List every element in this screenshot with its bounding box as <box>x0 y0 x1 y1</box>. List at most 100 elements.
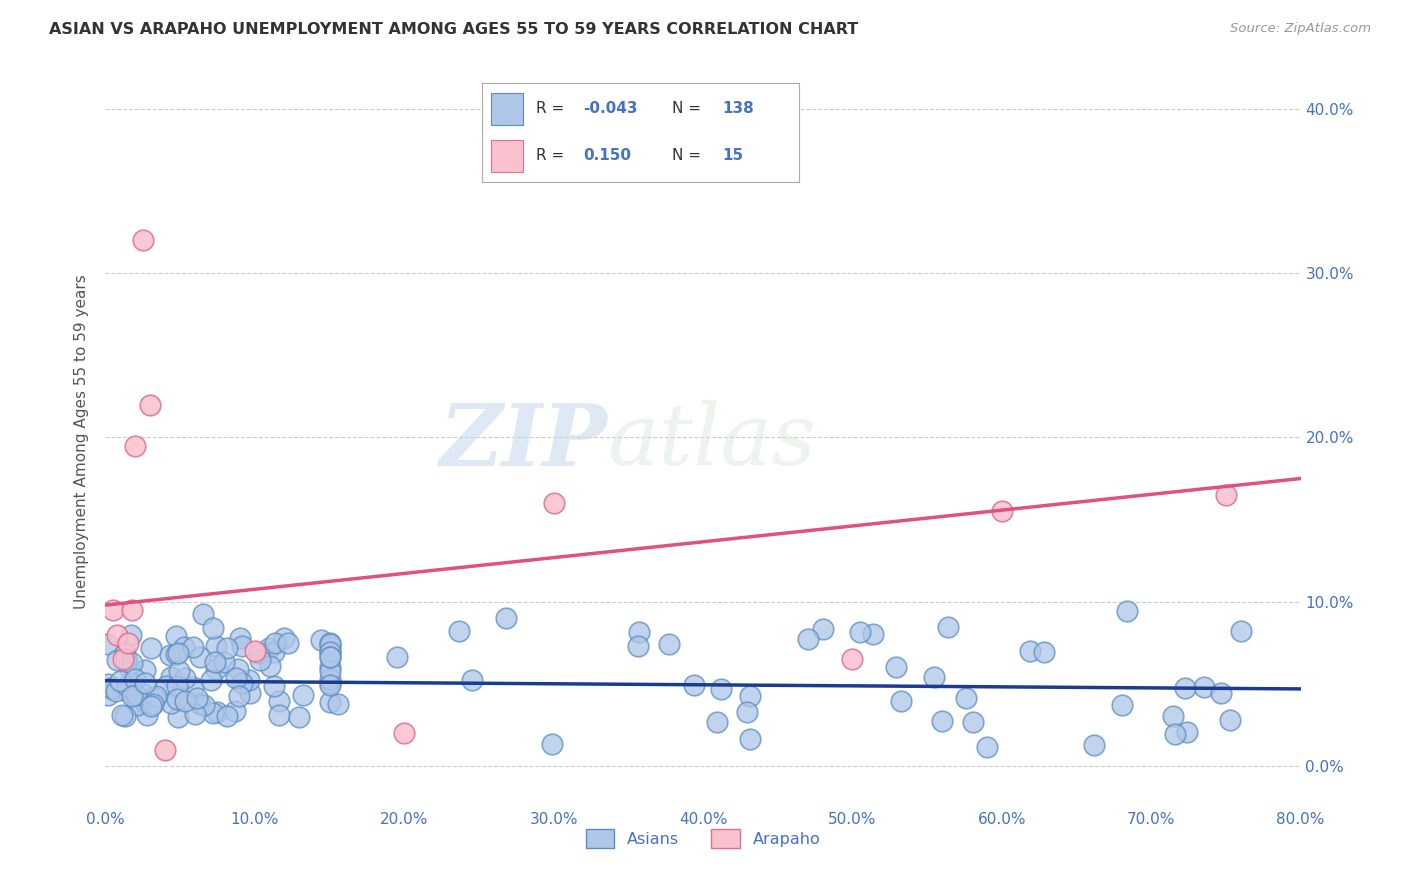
Point <box>710 681 733 696</box>
Point <box>96 637 118 651</box>
Point <box>449 624 471 639</box>
Point <box>231 675 253 690</box>
Point <box>243 644 266 658</box>
Point <box>204 655 226 669</box>
Point <box>143 691 166 706</box>
Point <box>97 688 120 702</box>
Point <box>461 673 484 687</box>
Point <box>135 708 157 723</box>
Point <box>309 633 332 648</box>
Point <box>186 691 208 706</box>
Point <box>121 603 143 617</box>
Point <box>167 664 190 678</box>
Point <box>134 696 156 710</box>
Point <box>159 648 181 662</box>
Point <box>118 659 141 673</box>
Point <box>191 607 214 621</box>
Point <box>811 622 834 636</box>
Text: Source: ZipAtlas.com: Source: ZipAtlas.com <box>1230 22 1371 36</box>
Point <box>1175 725 1198 739</box>
Point <box>217 641 239 656</box>
Point <box>155 679 177 693</box>
Point <box>165 647 187 661</box>
Point <box>1111 698 1133 712</box>
Point <box>205 705 228 719</box>
Point <box>131 687 153 701</box>
Point <box>134 663 156 677</box>
Text: atlas: atlas <box>607 401 817 483</box>
Point <box>181 640 204 655</box>
Point <box>740 731 762 746</box>
Point <box>167 710 190 724</box>
Point <box>249 653 271 667</box>
Point <box>291 688 314 702</box>
Point <box>1019 644 1042 658</box>
Point <box>160 696 183 710</box>
Point <box>890 694 912 708</box>
Point <box>277 636 299 650</box>
Point <box>540 737 562 751</box>
Point <box>1164 727 1187 741</box>
Point <box>124 439 146 453</box>
Point <box>139 398 162 412</box>
Point <box>105 653 128 667</box>
Point <box>1174 681 1197 695</box>
Point <box>740 689 762 703</box>
Text: ZIP: ZIP <box>440 400 607 483</box>
Point <box>628 624 651 639</box>
Point <box>1116 604 1139 618</box>
Point <box>796 632 818 647</box>
Point <box>318 695 340 709</box>
Legend: Asians, Arapaho: Asians, Arapaho <box>579 823 827 855</box>
Point <box>200 673 222 687</box>
Point <box>849 624 872 639</box>
Point <box>166 691 188 706</box>
Point <box>1215 488 1237 502</box>
Point <box>318 636 340 650</box>
Point <box>166 647 188 661</box>
Point <box>201 706 224 720</box>
Point <box>936 620 959 634</box>
Point <box>328 697 350 711</box>
Point <box>125 688 148 702</box>
Point <box>193 698 215 712</box>
Point <box>120 628 142 642</box>
Point <box>862 627 884 641</box>
Point <box>124 672 146 686</box>
Point <box>990 504 1012 518</box>
Point <box>658 637 681 651</box>
Point <box>394 726 416 740</box>
Point <box>1083 738 1105 752</box>
Point <box>181 680 204 694</box>
Point <box>318 644 340 658</box>
Point <box>132 233 155 247</box>
Y-axis label: Unemployment Among Ages 55 to 59 years: Unemployment Among Ages 55 to 59 years <box>75 274 90 609</box>
Point <box>259 658 281 673</box>
Point <box>924 669 946 683</box>
Point <box>931 714 953 728</box>
Point <box>112 652 135 666</box>
Point <box>318 676 340 690</box>
Point <box>288 710 311 724</box>
Point <box>841 652 863 666</box>
Point <box>108 674 131 689</box>
Point <box>495 610 517 624</box>
Point <box>962 714 984 729</box>
Point <box>107 628 129 642</box>
Point <box>543 496 565 510</box>
Point <box>884 659 907 673</box>
Point <box>273 632 295 646</box>
Point <box>1194 680 1216 694</box>
Point <box>225 671 247 685</box>
Point <box>263 679 285 693</box>
Point <box>318 637 340 651</box>
Point <box>188 649 211 664</box>
Point <box>115 684 138 698</box>
Point <box>111 707 134 722</box>
Point <box>183 706 205 721</box>
Point <box>976 739 998 754</box>
Point <box>318 645 340 659</box>
Point <box>263 644 285 658</box>
Point <box>117 636 139 650</box>
Point <box>239 686 262 700</box>
